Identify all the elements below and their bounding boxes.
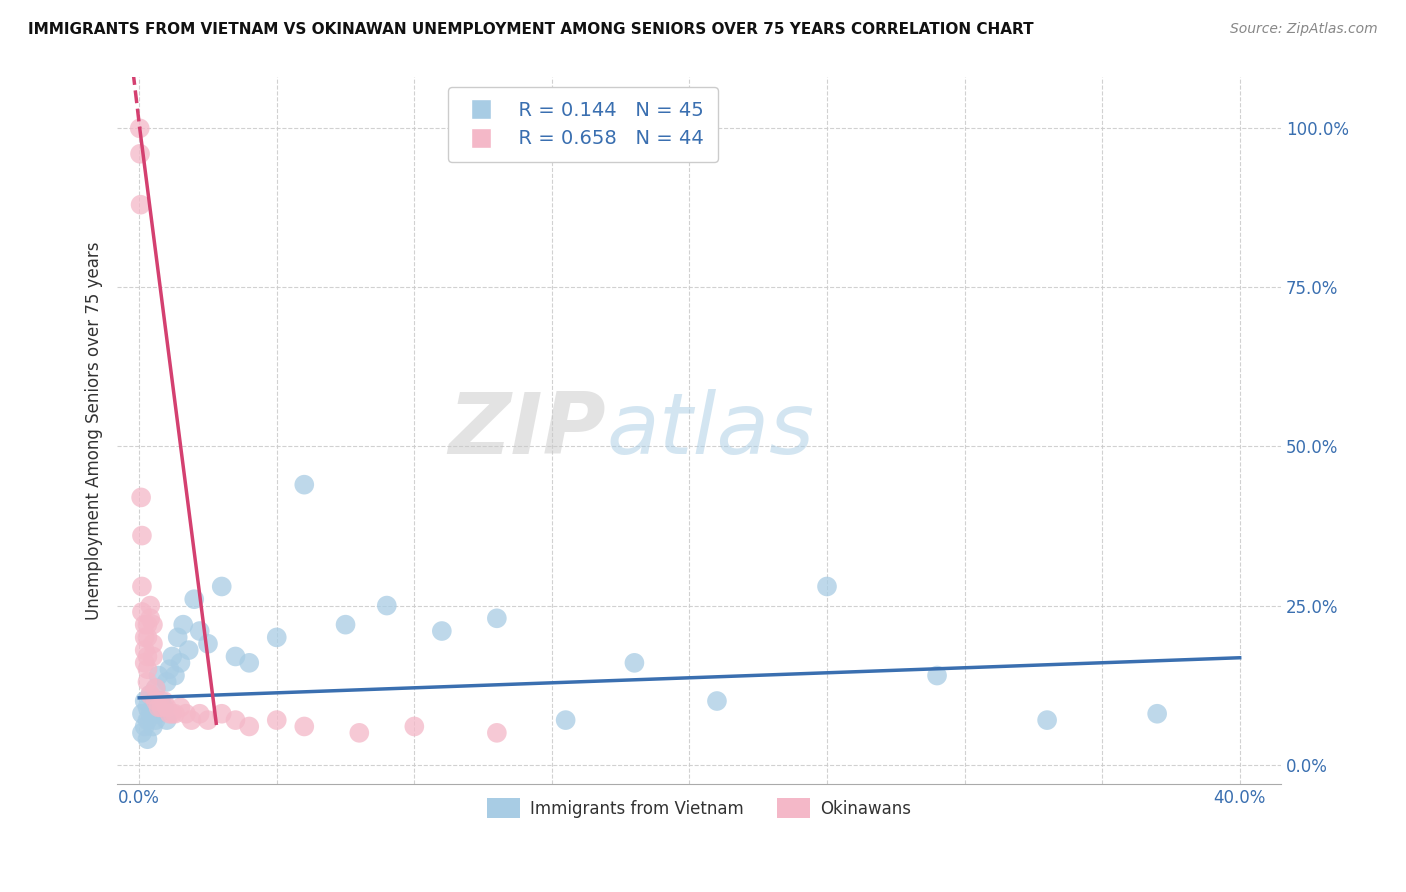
Point xyxy=(142,617,165,632)
Point xyxy=(131,706,153,721)
Point xyxy=(136,713,159,727)
Point xyxy=(134,719,156,733)
Point xyxy=(145,694,167,708)
Text: ZIP: ZIP xyxy=(449,389,606,472)
Point xyxy=(266,631,288,645)
Point xyxy=(180,713,202,727)
Point xyxy=(136,649,159,664)
Point xyxy=(134,631,156,645)
Point xyxy=(156,713,179,727)
Point xyxy=(139,706,162,721)
Point xyxy=(148,700,170,714)
Point xyxy=(136,631,159,645)
Point xyxy=(224,649,246,664)
Point xyxy=(131,726,153,740)
Point xyxy=(266,713,288,727)
Point xyxy=(163,706,186,721)
Point xyxy=(129,197,152,211)
Point xyxy=(160,706,183,721)
Point xyxy=(554,713,576,727)
Point xyxy=(163,668,186,682)
Point xyxy=(150,694,173,708)
Text: atlas: atlas xyxy=(606,389,814,472)
Point xyxy=(153,700,176,714)
Point xyxy=(623,656,645,670)
Point xyxy=(131,605,153,619)
Point xyxy=(156,700,179,714)
Point xyxy=(375,599,398,613)
Point xyxy=(485,611,508,625)
Point xyxy=(128,121,150,136)
Legend: Immigrants from Vietnam, Okinawans: Immigrants from Vietnam, Okinawans xyxy=(479,791,918,825)
Point xyxy=(145,681,167,696)
Point xyxy=(150,700,173,714)
Point xyxy=(197,713,219,727)
Point xyxy=(142,649,165,664)
Point xyxy=(148,706,170,721)
Point xyxy=(136,732,159,747)
Point xyxy=(815,579,838,593)
Point xyxy=(148,668,170,682)
Point xyxy=(292,477,315,491)
Point xyxy=(139,688,162,702)
Point xyxy=(706,694,728,708)
Point xyxy=(160,649,183,664)
Point xyxy=(131,528,153,542)
Point xyxy=(139,611,162,625)
Text: Source: ZipAtlas.com: Source: ZipAtlas.com xyxy=(1230,22,1378,37)
Point xyxy=(129,491,152,505)
Point xyxy=(153,694,176,708)
Point xyxy=(169,656,191,670)
Point xyxy=(188,624,211,638)
Point xyxy=(224,713,246,727)
Point xyxy=(925,668,948,682)
Point xyxy=(142,719,165,733)
Point xyxy=(349,726,371,740)
Point xyxy=(136,674,159,689)
Point xyxy=(159,662,181,676)
Point xyxy=(238,656,260,670)
Point xyxy=(145,713,167,727)
Point xyxy=(136,617,159,632)
Point xyxy=(134,643,156,657)
Point xyxy=(134,617,156,632)
Point xyxy=(136,700,159,714)
Point xyxy=(129,146,152,161)
Text: IMMIGRANTS FROM VIETNAM VS OKINAWAN UNEMPLOYMENT AMONG SENIORS OVER 75 YEARS COR: IMMIGRANTS FROM VIETNAM VS OKINAWAN UNEM… xyxy=(28,22,1033,37)
Point xyxy=(145,681,167,696)
Point xyxy=(335,617,357,632)
Point xyxy=(169,700,191,714)
Point xyxy=(211,579,233,593)
Point xyxy=(134,694,156,708)
Point xyxy=(430,624,453,638)
Point xyxy=(188,706,211,721)
Y-axis label: Unemployment Among Seniors over 75 years: Unemployment Among Seniors over 75 years xyxy=(86,242,103,620)
Point xyxy=(134,656,156,670)
Point xyxy=(139,688,162,702)
Point xyxy=(211,706,233,721)
Point xyxy=(1146,706,1168,721)
Point xyxy=(172,617,194,632)
Point xyxy=(238,719,260,733)
Point xyxy=(142,637,165,651)
Point xyxy=(156,674,179,689)
Point xyxy=(159,706,181,721)
Point xyxy=(1036,713,1059,727)
Point xyxy=(136,662,159,676)
Point xyxy=(177,643,200,657)
Point xyxy=(131,579,153,593)
Point xyxy=(404,719,426,733)
Point xyxy=(142,700,165,714)
Point xyxy=(292,719,315,733)
Point xyxy=(139,599,162,613)
Point xyxy=(174,706,197,721)
Point xyxy=(485,726,508,740)
Point xyxy=(166,631,188,645)
Point xyxy=(183,592,205,607)
Point xyxy=(197,637,219,651)
